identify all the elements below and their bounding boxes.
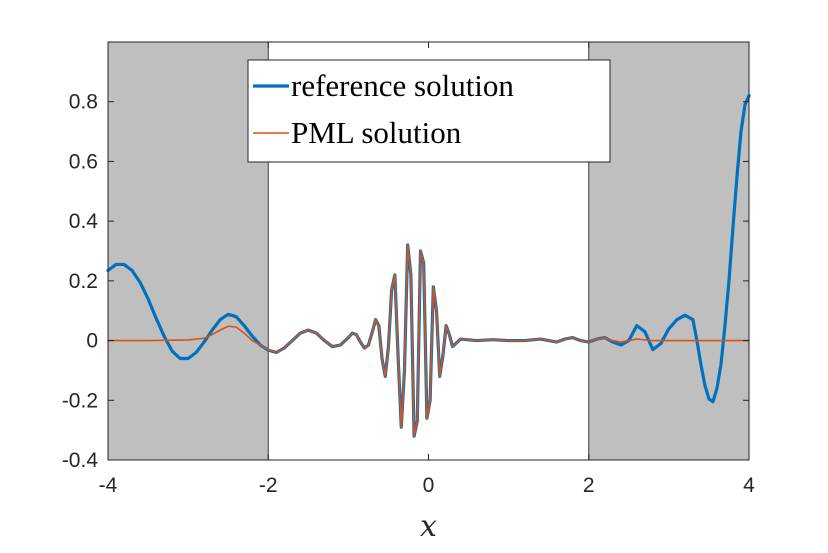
pml-regions (108, 42, 749, 460)
legend-label-reference: reference solution (291, 68, 514, 103)
y-tick-label: 0.6 (69, 150, 98, 173)
y-tick-label: 0.2 (69, 270, 98, 293)
legend-label-pml: PML solution (291, 115, 462, 150)
y-tick-label: 0 (86, 330, 98, 353)
pml-region-0 (108, 42, 269, 460)
y-axis-ticks: -0.4 -0.2 0 0.2 0.4 0.6 0.8 (62, 91, 749, 472)
pml-region-1 (588, 42, 749, 460)
x-tick-label: 0 (423, 474, 435, 497)
legend-box (247, 59, 611, 163)
series-layer (106, 94, 751, 438)
x-axis-ticks: -4 -2 0 2 4 (99, 42, 755, 497)
x-tick-label: 4 (743, 474, 755, 497)
y-tick-label: 0.8 (69, 91, 98, 114)
y-tick-label: 0.4 (69, 210, 99, 233)
y-tick-label: -0.4 (62, 449, 99, 472)
x-tick-label: -2 (259, 474, 278, 497)
x-axis-label: x (420, 509, 437, 544)
x-tick-label: -4 (99, 474, 118, 497)
pml-solution-line (107, 244, 750, 437)
x-tick-label: 2 (583, 474, 595, 497)
y-tick-label: -0.2 (62, 389, 98, 412)
legend: reference solution PML solution (247, 59, 611, 163)
